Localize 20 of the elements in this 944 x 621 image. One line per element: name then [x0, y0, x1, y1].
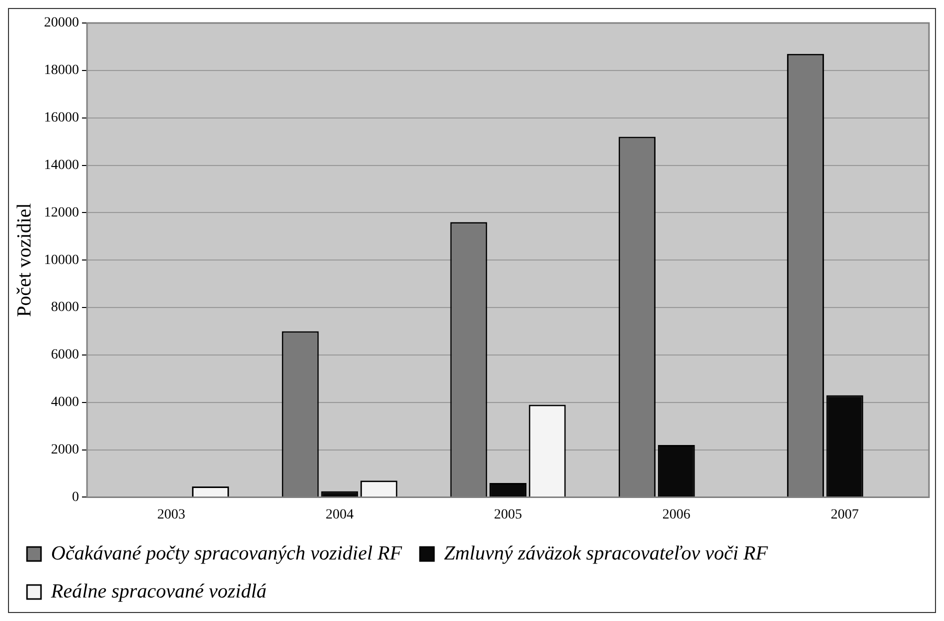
- x-tick-label: 2007: [830, 507, 859, 522]
- y-tick-label: 14000: [44, 158, 79, 173]
- y-tick-label: 0: [72, 490, 79, 505]
- x-tick-label: 2006: [662, 507, 690, 522]
- x-tick-label: 2005: [494, 507, 522, 522]
- y-tick-label: 20000: [44, 16, 79, 31]
- y-tick-label: 8000: [51, 300, 79, 316]
- y-tick-label: 18000: [44, 63, 79, 78]
- y-tick-label: 12000: [44, 205, 79, 220]
- y-tick-label: 6000: [51, 348, 79, 363]
- y-tick-label: 2000: [51, 442, 79, 458]
- x-tick-label: 2003: [157, 507, 186, 522]
- legend-label: Zmluvný záväzok spracovateľov voči RF: [444, 542, 769, 564]
- legend-label: Reálne spracované vozidlá: [50, 580, 266, 602]
- x-tick-label: 2004: [326, 507, 354, 522]
- y-axis-title: Počet vozidiel: [13, 202, 36, 318]
- y-tick-label: 10000: [44, 252, 79, 268]
- y-tick-label: 16000: [44, 110, 79, 126]
- y-tick-label: 4000: [51, 395, 79, 410]
- legend-label: Očakávané počty spracovaných vozidiel RF: [51, 542, 403, 564]
